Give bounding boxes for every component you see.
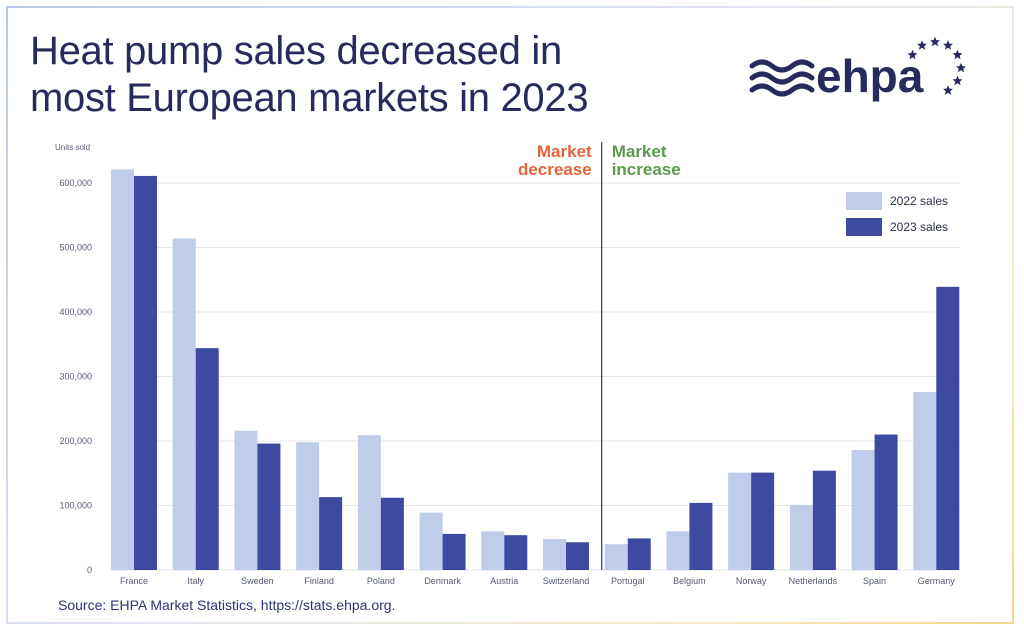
category-label: Spain	[863, 576, 886, 586]
bar-belgium-2022	[666, 531, 690, 570]
market-increase-label-1: Market	[612, 142, 667, 161]
bar-france-2022	[111, 169, 134, 570]
logo-star	[917, 40, 927, 50]
market-decrease-label-1: Market	[537, 142, 592, 161]
chart-title: Heat pump sales decreased in most Europe…	[30, 28, 730, 122]
title-line-1: Heat pump sales decreased in	[30, 29, 562, 73]
bar-spain-2023	[874, 434, 898, 570]
category-label: Norway	[736, 576, 767, 586]
logo-star	[952, 75, 963, 86]
bar-norway-2022	[728, 472, 752, 570]
category-label: Denmark	[424, 576, 461, 586]
stars-icon	[907, 36, 966, 95]
bar-norway-2023	[751, 472, 775, 570]
bar-denmark-2022	[419, 512, 443, 570]
bar-poland-2023	[380, 497, 404, 570]
bar-austria-2023	[504, 535, 528, 570]
bar-italy-2022	[172, 238, 196, 570]
category-label: Sweden	[241, 576, 274, 586]
legend-swatch-2022	[846, 192, 882, 210]
bar-italy-2023	[195, 348, 219, 570]
category-label: Germany	[918, 576, 956, 586]
category-label: Portugal	[611, 576, 645, 586]
y-tick-label: 100,000	[59, 501, 92, 511]
category-label: Italy	[187, 576, 204, 586]
bar-germany-2022	[913, 391, 937, 570]
category-label: Netherlands	[789, 576, 838, 586]
logo-star	[943, 85, 953, 95]
y-axis-label: Units sold	[55, 143, 90, 152]
bars	[111, 169, 960, 570]
bar-switzerland-2023	[566, 542, 589, 570]
bar-germany-2023	[936, 286, 960, 570]
ehpa-logo: ehpa	[749, 36, 966, 102]
legend-label-2022: 2022 sales	[890, 194, 948, 208]
category-label: Switzerland	[543, 576, 590, 586]
logo-star	[943, 40, 953, 50]
bar-sweden-2022	[234, 430, 258, 570]
category-label: France	[120, 576, 148, 586]
title-line-2: most European markets in 2023	[30, 76, 589, 120]
bar-netherlands-2022	[789, 504, 813, 570]
category-labels: France Italy Sweden Finland Poland Denmark Aus…	[120, 576, 955, 586]
logo-star	[907, 49, 918, 60]
source-note: Source: EHPA Market Statistics, https://…	[58, 597, 396, 613]
bar-austria-2022	[481, 531, 505, 570]
market-increase-label-2: increase	[612, 160, 681, 179]
legend: 2022 sales 2023 sales	[846, 192, 948, 236]
y-tick-label: 300,000	[59, 372, 92, 382]
y-tick-label: 500,000	[59, 243, 92, 253]
legend-label-2023: 2023 sales	[890, 220, 948, 234]
bar-switzerland-2022	[543, 539, 566, 570]
y-tick-label: 0	[87, 565, 92, 575]
bar-netherlands-2023	[812, 470, 836, 570]
y-tick-labels: 0 100,000 200,000 300,000 400,000 500,000 600,…	[59, 178, 92, 575]
bar-sweden-2023	[257, 443, 281, 570]
logo-star	[930, 36, 940, 47]
y-tick-label: 400,000	[59, 307, 92, 317]
bar-finland-2022	[296, 442, 320, 570]
category-label: Finland	[304, 576, 334, 586]
wave-icon	[749, 59, 815, 97]
category-label: Austria	[490, 576, 518, 586]
bar-portugal-2022	[604, 544, 628, 570]
y-tick-label: 600,000	[59, 178, 92, 188]
logo-text: ehpa	[816, 50, 924, 102]
category-label: Belgium	[673, 576, 706, 586]
bar-france-2023	[134, 175, 157, 570]
market-decrease-label-2: decrease	[518, 160, 592, 179]
bar-poland-2022	[357, 435, 381, 570]
legend-swatch-2023	[846, 218, 882, 236]
bar-portugal-2023	[627, 538, 651, 570]
category-label: Poland	[367, 576, 395, 586]
logo-star	[956, 62, 966, 73]
bar-finland-2023	[319, 497, 343, 570]
bar-denmark-2023	[442, 533, 466, 570]
bar-spain-2022	[851, 450, 875, 570]
logo-star	[952, 49, 963, 60]
bar-belgium-2023	[689, 502, 713, 570]
y-tick-label: 200,000	[59, 436, 92, 446]
